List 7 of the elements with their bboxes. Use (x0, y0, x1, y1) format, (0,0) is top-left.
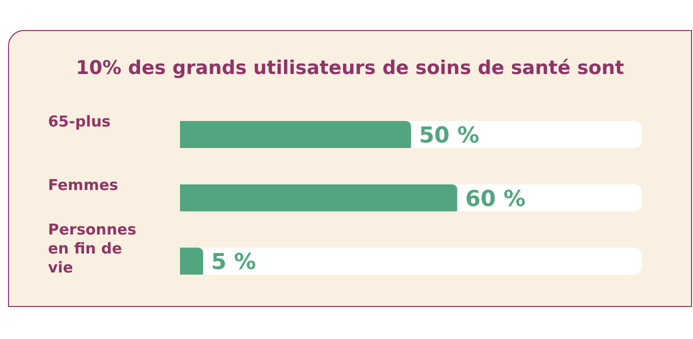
y-tick-label: 65-plus (48, 112, 111, 131)
y-tick-label: Personnes en fin de vie (48, 220, 136, 276)
data-label: 60 % (465, 186, 526, 212)
y-tick-label: Femmes (48, 176, 118, 194)
data-label: 5 % (211, 250, 256, 276)
chart-title: 10% des grands utilisateurs de soins de santé sont (74, 57, 626, 79)
data-label: 50 % (419, 124, 480, 149)
